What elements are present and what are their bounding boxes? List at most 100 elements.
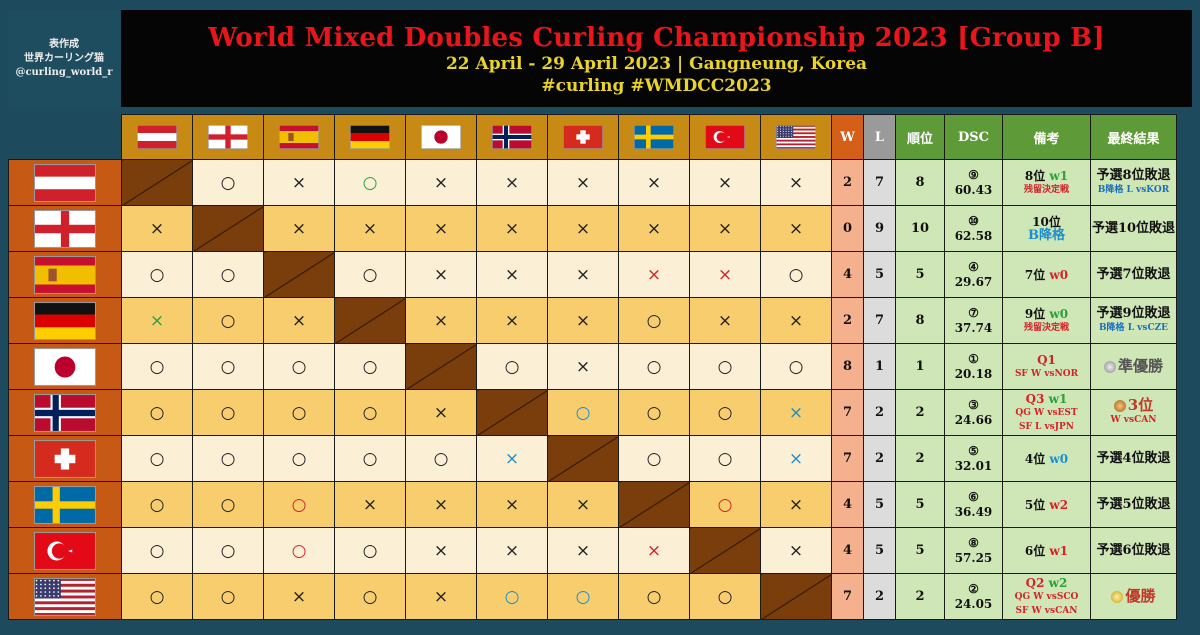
col-flag-england bbox=[192, 114, 264, 160]
note-w: w1 bbox=[1049, 543, 1069, 558]
self-match-cell bbox=[192, 205, 264, 252]
final-header: 最終結果 bbox=[1090, 114, 1177, 160]
page-title: World Mixed Doubles Curling Championship… bbox=[208, 23, 1105, 53]
wins-cell: 8 bbox=[831, 343, 864, 390]
self-match-cell bbox=[121, 159, 193, 206]
table-row: ○ ○ ○ ○ × ○ ○ ○ × 7 2 2 ③ 24.66 Q3 w1 QG W vsEST SF L vs… bbox=[8, 389, 1177, 436]
dsc-header: DSC bbox=[944, 114, 1003, 160]
final-cell: 予選9位敗退 B降格 L vsCZE bbox=[1090, 297, 1177, 344]
table-row: ○ ○ ○ × × × × × ○ 4 5 5 ④ 29.67 7位 w0 予選7位敗退 bbox=[8, 251, 1177, 298]
austria-flag-icon bbox=[137, 125, 177, 149]
result-cell: × bbox=[618, 527, 690, 574]
result-cell: × bbox=[263, 205, 335, 252]
dsc-seed: ⑤ bbox=[968, 443, 979, 458]
final-cell: 予選8位敗退 B降格 L vsKOR bbox=[1090, 159, 1177, 206]
result-cell: × bbox=[405, 573, 477, 620]
result-cell: × bbox=[547, 297, 619, 344]
final-cell: 予選10位敗退 bbox=[1090, 205, 1177, 252]
col-flag-austria bbox=[121, 114, 193, 160]
dsc-value: 62.58 bbox=[954, 228, 993, 243]
dsc-seed: ⑩ bbox=[968, 213, 979, 228]
row-flag-norway bbox=[8, 389, 122, 436]
result-cell: ○ bbox=[192, 159, 264, 206]
result-cell: ○ bbox=[121, 481, 193, 528]
note-cell: 6位 w1 bbox=[1002, 527, 1091, 574]
spain-flag-icon bbox=[279, 125, 319, 149]
note-w: w0 bbox=[1049, 267, 1069, 282]
result-cell: ○ bbox=[263, 435, 335, 482]
result-cell: × bbox=[334, 205, 406, 252]
self-match-cell bbox=[547, 435, 619, 482]
final-cell: 優勝 bbox=[1090, 573, 1177, 620]
result-cell: ○ bbox=[334, 159, 406, 206]
wins-cell: 4 bbox=[831, 527, 864, 574]
final-main: 予選5位敗退 bbox=[1096, 497, 1171, 512]
row-flag-austria bbox=[8, 159, 122, 206]
dsc-cell: ④ 29.67 bbox=[944, 251, 1003, 298]
dsc-value: 57.25 bbox=[954, 550, 993, 565]
result-cell: ○ bbox=[121, 527, 193, 574]
result-cell: × bbox=[760, 297, 832, 344]
result-cell: × bbox=[547, 527, 619, 574]
result-cell: × bbox=[405, 205, 477, 252]
row-flag-england bbox=[8, 205, 122, 252]
hashtags: #curling #WMDCC2023 bbox=[541, 76, 772, 96]
final-detail: W vsCAN bbox=[1110, 414, 1157, 425]
result-cell: ○ bbox=[547, 389, 619, 436]
result-cell: × bbox=[476, 205, 548, 252]
rank-cell: 8 bbox=[895, 159, 945, 206]
losses-cell: 2 bbox=[863, 573, 896, 620]
dsc-cell: ⑥ 36.49 bbox=[944, 481, 1003, 528]
table-row: ○ ○ ○ ○ ○ × ○ ○ ○ 8 1 1 ① 20.18 Q1 SF W vsNOR 準優勝 bbox=[8, 343, 1177, 390]
final-main: 予選7位敗退 bbox=[1096, 267, 1171, 282]
result-cell: ○ bbox=[263, 481, 335, 528]
norway-flag-icon bbox=[34, 393, 96, 432]
dsc-value: 24.05 bbox=[954, 596, 993, 611]
result-cell: × bbox=[760, 435, 832, 482]
result-cell: ○ bbox=[547, 573, 619, 620]
note-detail: QG W vsSCO bbox=[1014, 591, 1079, 602]
result-cell: ○ bbox=[263, 389, 335, 436]
wins-cell: 4 bbox=[831, 251, 864, 298]
note-detail-2: SF L vsJPN bbox=[1018, 421, 1075, 432]
result-cell: ○ bbox=[192, 343, 264, 390]
result-cell: ○ bbox=[760, 251, 832, 298]
dsc-cell: ① 20.18 bbox=[944, 343, 1003, 390]
germany-flag-icon bbox=[34, 301, 96, 340]
result-cell: × bbox=[334, 481, 406, 528]
switzerland-flag-icon bbox=[563, 125, 603, 149]
dsc-value: 24.66 bbox=[954, 412, 993, 427]
result-cell: × bbox=[405, 481, 477, 528]
note-detail: B降格 bbox=[1028, 227, 1065, 243]
note-cell: 10位 B降格 bbox=[1002, 205, 1091, 252]
result-cell: ○ bbox=[192, 527, 264, 574]
wins-header: W bbox=[831, 114, 864, 160]
result-cell: ○ bbox=[192, 573, 264, 620]
col-flag-norway bbox=[476, 114, 548, 160]
final-cell: 予選5位敗退 bbox=[1090, 481, 1177, 528]
table-row: × ○ × × × × ○ × × 2 7 8 ⑦ 37.74 9位 w0 残留決定戦 予選9位敗退 B降格 L … bbox=[8, 297, 1177, 344]
result-cell: ○ bbox=[618, 573, 690, 620]
wins-cell: 0 bbox=[831, 205, 864, 252]
result-cell: × bbox=[547, 343, 619, 390]
final-main: 優勝 bbox=[1125, 587, 1156, 605]
result-cell: × bbox=[760, 389, 832, 436]
dsc-cell: ⑧ 57.25 bbox=[944, 527, 1003, 574]
note-main: 6位 bbox=[1024, 543, 1046, 558]
table-row: × × × × × × × × × 0 9 10 ⑩ 62.58 10位 B降格 予選10位敗退 bbox=[8, 205, 1177, 252]
silver-medal-icon bbox=[1103, 361, 1116, 373]
result-cell: ○ bbox=[121, 435, 193, 482]
result-cell: × bbox=[760, 159, 832, 206]
dsc-cell: ② 24.05 bbox=[944, 573, 1003, 620]
rank-cell: 8 bbox=[895, 297, 945, 344]
result-cell: ○ bbox=[121, 389, 193, 436]
result-cell: ○ bbox=[618, 297, 690, 344]
result-cell: × bbox=[618, 205, 690, 252]
result-cell: ○ bbox=[121, 343, 193, 390]
note-w: w0 bbox=[1049, 306, 1069, 321]
result-cell: ○ bbox=[192, 435, 264, 482]
row-flag-sweden bbox=[8, 481, 122, 528]
note-main: 10位 bbox=[1032, 214, 1061, 229]
final-main: 予選10位敗退 bbox=[1091, 221, 1176, 236]
dsc-seed: ① bbox=[968, 351, 979, 366]
